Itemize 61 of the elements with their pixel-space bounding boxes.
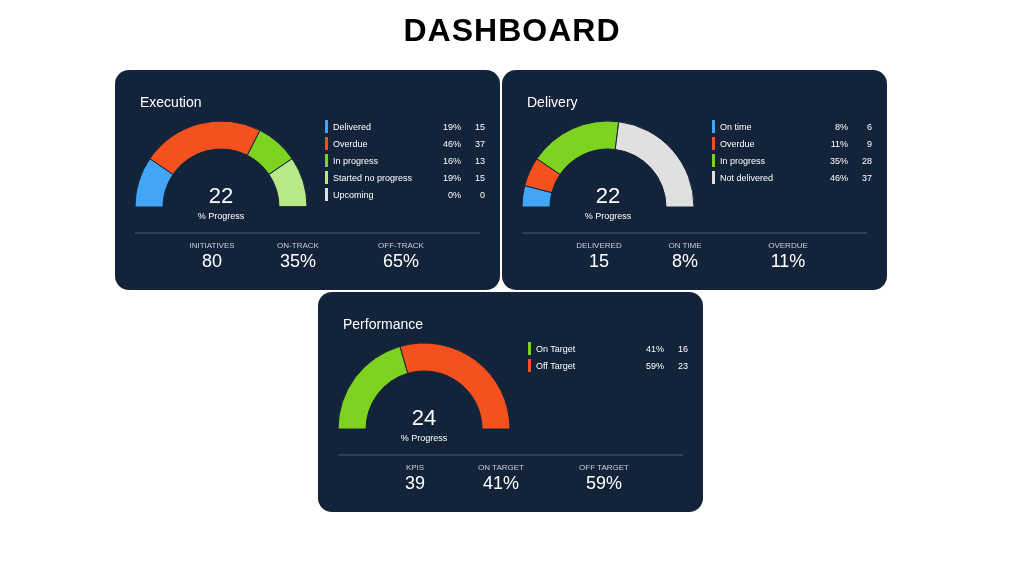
- text: 24: [411, 404, 437, 430]
- chart-title: Performance: [343, 316, 424, 332]
- text: % Progress: [584, 210, 632, 221]
- text: OFF-TRACK: [378, 240, 425, 250]
- legend-label: On time: [720, 121, 752, 132]
- text: 22: [595, 182, 621, 208]
- legend-label: Overdue: [720, 138, 755, 149]
- text: 37: [474, 138, 485, 149]
- text: ON TARGET: [478, 462, 525, 472]
- data-label: 46%: [829, 172, 848, 183]
- text: 11%: [770, 251, 806, 271]
- text: 0%: [447, 189, 461, 200]
- text: 39: [404, 473, 426, 493]
- data-label: 19%: [442, 121, 461, 132]
- legend-label: Not delivered: [720, 172, 774, 183]
- legend-label: Delivered: [333, 121, 372, 132]
- data-label: 59%: [645, 360, 664, 371]
- data-label: 16%: [442, 155, 461, 166]
- text: 15: [588, 251, 610, 271]
- data-label: 11%: [830, 138, 848, 149]
- text: 65%: [382, 251, 420, 271]
- text: 9: [866, 138, 872, 149]
- text: 13: [474, 155, 485, 166]
- text: 6: [866, 121, 872, 132]
- text: 15: [474, 121, 485, 132]
- text: 15: [474, 172, 485, 183]
- legend-label: Overdue: [333, 138, 368, 149]
- text: 0: [479, 189, 485, 200]
- text: OFF TARGET: [579, 462, 630, 472]
- data-label: 46%: [442, 138, 461, 149]
- data-label: 19%: [442, 172, 461, 183]
- legend-label: Off Target: [536, 360, 576, 371]
- text: 22: [208, 182, 234, 208]
- legend-label: Upcoming: [333, 189, 374, 200]
- text: 28: [861, 155, 872, 166]
- text: DASHBOARD: [402, 12, 622, 49]
- text: OVERDUE: [768, 240, 808, 250]
- legend-label: Started no progress: [333, 172, 413, 183]
- text: 59%: [585, 473, 623, 493]
- text: INITIATIVES: [189, 240, 235, 250]
- data-label: 35%: [829, 155, 848, 166]
- text: 8%: [671, 251, 699, 271]
- data-label: 8%: [834, 121, 848, 132]
- text: % Progress: [197, 210, 245, 221]
- legend-label: In progress: [720, 155, 766, 166]
- legend-label: On Target: [536, 343, 576, 354]
- chart-title: Delivery: [527, 94, 578, 110]
- text: 41%: [482, 473, 520, 493]
- text: 23: [677, 360, 688, 371]
- text: 37: [861, 172, 872, 183]
- data-label: 41%: [645, 343, 664, 354]
- text: KPIS: [405, 462, 425, 472]
- chart-title: Execution: [140, 94, 202, 110]
- text: 16: [677, 343, 688, 354]
- text: ON TIME: [668, 240, 702, 250]
- text: DELIVERED: [576, 240, 622, 250]
- legend-label: In progress: [333, 155, 379, 166]
- text: 80: [201, 251, 223, 271]
- text: % Progress: [400, 432, 448, 443]
- text: 35%: [279, 251, 317, 271]
- text: ON-TRACK: [277, 240, 320, 250]
